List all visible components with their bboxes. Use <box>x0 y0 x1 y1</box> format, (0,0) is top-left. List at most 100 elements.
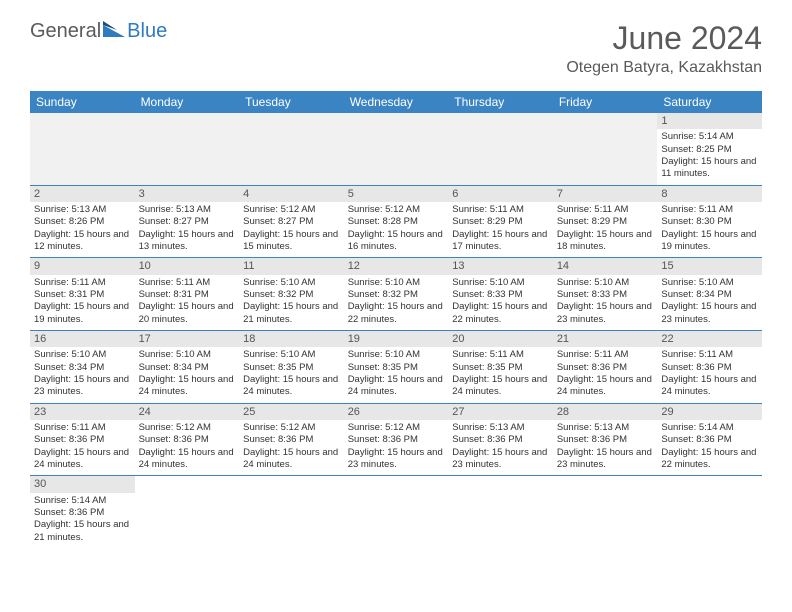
sunrise-text: Sunrise: 5:10 AM <box>661 277 758 289</box>
month-title: June 2024 <box>566 20 762 57</box>
calendar-day-cell: 27Sunrise: 5:13 AMSunset: 8:36 PMDayligh… <box>448 403 553 476</box>
calendar-week-row: 16Sunrise: 5:10 AMSunset: 8:34 PMDayligh… <box>30 331 762 404</box>
sunrise-text: Sunrise: 5:12 AM <box>139 422 236 434</box>
calendar-day-cell <box>344 476 449 548</box>
brand-part2: Blue <box>127 20 167 43</box>
sunset-text: Sunset: 8:28 PM <box>348 216 445 228</box>
day-number: 16 <box>30 331 135 347</box>
calendar-day-cell: 14 Sunrise: 5:10 AMSunset: 8:33 PMDayligh… <box>553 258 658 331</box>
calendar-day-cell: 30Sunrise: 5:14 AMSunset: 8:36 PMDayligh… <box>30 476 135 548</box>
daylight-text: Daylight: 15 hours and 17 minutes. <box>452 229 549 254</box>
calendar-day-cell: 12Sunrise: 5:10 AMSunset: 8:32 PMDayligh… <box>344 258 449 331</box>
calendar-day-cell <box>135 476 240 548</box>
calendar-day-cell <box>239 113 344 185</box>
calendar-day-cell: 3Sunrise: 5:13 AMSunset: 8:27 PMDaylight… <box>135 185 240 258</box>
day-header: Wednesday <box>344 91 449 113</box>
calendar-day-cell: 22Sunrise: 5:11 AMSunset: 8:36 PMDayligh… <box>657 331 762 404</box>
day-number: 15 <box>657 258 762 274</box>
day-header: Monday <box>135 91 240 113</box>
calendar-day-cell: 25Sunrise: 5:12 AMSunset: 8:36 PMDayligh… <box>239 403 344 476</box>
sunset-text: Sunset: 8:33 PM <box>557 289 654 301</box>
sunrise-text: Sunrise: 5:10 AM <box>557 277 654 289</box>
daylight-text: Daylight: 15 hours and 22 minutes. <box>661 447 758 472</box>
daylight-text: Daylight: 15 hours and 19 minutes. <box>34 301 131 326</box>
daylight-text: Daylight: 15 hours and 23 minutes. <box>34 374 131 399</box>
day-number: 20 <box>448 331 553 347</box>
calendar-week-row: 9Sunrise: 5:11 AMSunset: 8:31 PMDaylight… <box>30 258 762 331</box>
calendar-week-row: 2Sunrise: 5:13 AMSunset: 8:26 PMDaylight… <box>30 185 762 258</box>
calendar-day-cell: 7Sunrise: 5:11 AMSunset: 8:29 PMDaylight… <box>553 185 658 258</box>
calendar-day-cell: 23Sunrise: 5:11 AMSunset: 8:36 PMDayligh… <box>30 403 135 476</box>
sunset-text: Sunset: 8:36 PM <box>557 362 654 374</box>
sunset-text: Sunset: 8:27 PM <box>139 216 236 228</box>
calendar-day-cell: 9Sunrise: 5:11 AMSunset: 8:31 PMDaylight… <box>30 258 135 331</box>
calendar-day-cell: 16Sunrise: 5:10 AMSunset: 8:34 PMDayligh… <box>30 331 135 404</box>
day-header: Saturday <box>657 91 762 113</box>
day-number: 27 <box>448 404 553 420</box>
sunrise-text: Sunrise: 5:10 AM <box>139 349 236 361</box>
sunset-text: Sunset: 8:36 PM <box>34 507 131 519</box>
sunrise-text: Sunrise: 5:11 AM <box>139 277 236 289</box>
daylight-text: Daylight: 15 hours and 23 minutes. <box>557 447 654 472</box>
brand-part1: General <box>30 20 101 43</box>
day-number: 6 <box>448 186 553 202</box>
sunrise-text: Sunrise: 5:14 AM <box>661 131 758 143</box>
daylight-text: Daylight: 15 hours and 19 minutes. <box>661 229 758 254</box>
daylight-text: Daylight: 15 hours and 21 minutes. <box>243 301 340 326</box>
daylight-text: Daylight: 15 hours and 22 minutes. <box>452 301 549 326</box>
calendar-day-cell: 13Sunrise: 5:10 AMSunset: 8:33 PMDayligh… <box>448 258 553 331</box>
sunrise-text: Sunrise: 5:13 AM <box>452 422 549 434</box>
calendar-day-cell <box>657 476 762 548</box>
sunrise-text: Sunrise: 5:10 AM <box>243 349 340 361</box>
sunset-text: Sunset: 8:29 PM <box>557 216 654 228</box>
logo-icon <box>103 20 125 43</box>
daylight-text: Daylight: 15 hours and 23 minutes. <box>348 447 445 472</box>
day-number: 25 <box>239 404 344 420</box>
location-subtitle: Otegen Batyra, Kazakhstan <box>566 59 762 77</box>
day-number: 11 <box>239 258 344 274</box>
calendar-day-cell <box>239 476 344 548</box>
sunrise-text: Sunrise: 5:11 AM <box>452 204 549 216</box>
day-number: 28 <box>553 404 658 420</box>
daylight-text: Daylight: 15 hours and 21 minutes. <box>34 519 131 544</box>
title-block: June 2024 Otegen Batyra, Kazakhstan <box>566 20 762 77</box>
sunset-text: Sunset: 8:33 PM <box>452 289 549 301</box>
calendar-day-cell <box>448 113 553 185</box>
calendar-table: Sunday Monday Tuesday Wednesday Thursday… <box>30 91 762 548</box>
calendar-day-cell: 29Sunrise: 5:14 AMSunset: 8:36 PMDayligh… <box>657 403 762 476</box>
calendar-week-row: 30Sunrise: 5:14 AMSunset: 8:36 PMDayligh… <box>30 476 762 548</box>
calendar-day-cell: 10Sunrise: 5:11 AMSunset: 8:31 PMDayligh… <box>135 258 240 331</box>
daylight-text: Daylight: 15 hours and 15 minutes. <box>243 229 340 254</box>
sunset-text: Sunset: 8:34 PM <box>34 362 131 374</box>
sunset-text: Sunset: 8:32 PM <box>348 289 445 301</box>
calendar-day-cell <box>135 113 240 185</box>
sunset-text: Sunset: 8:31 PM <box>34 289 131 301</box>
calendar-day-cell <box>448 476 553 548</box>
day-header: Friday <box>553 91 658 113</box>
sunrise-text: Sunrise: 5:13 AM <box>139 204 236 216</box>
brand-logo: General Blue <box>30 20 167 43</box>
daylight-text: Daylight: 15 hours and 24 minutes. <box>452 374 549 399</box>
calendar-day-cell <box>553 113 658 185</box>
daylight-text: Daylight: 15 hours and 23 minutes. <box>661 301 758 326</box>
day-header-row: Sunday Monday Tuesday Wednesday Thursday… <box>30 91 762 113</box>
page-header: General Blue June 2024 Otegen Batyra, Ka… <box>0 0 792 85</box>
calendar-day-cell: 1Sunrise: 5:14 AMSunset: 8:25 PMDaylight… <box>657 113 762 185</box>
day-number: 14 <box>553 258 658 274</box>
day-number: 23 <box>30 404 135 420</box>
sunrise-text: Sunrise: 5:11 AM <box>661 349 758 361</box>
daylight-text: Daylight: 15 hours and 24 minutes. <box>557 374 654 399</box>
daylight-text: Daylight: 15 hours and 24 minutes. <box>139 447 236 472</box>
day-number: 21 <box>553 331 658 347</box>
daylight-text: Daylight: 15 hours and 16 minutes. <box>348 229 445 254</box>
calendar-week-row: 23Sunrise: 5:11 AMSunset: 8:36 PMDayligh… <box>30 403 762 476</box>
calendar-day-cell: 18Sunrise: 5:10 AMSunset: 8:35 PMDayligh… <box>239 331 344 404</box>
sunset-text: Sunset: 8:36 PM <box>452 434 549 446</box>
sunset-text: Sunset: 8:34 PM <box>139 362 236 374</box>
sunset-text: Sunset: 8:36 PM <box>348 434 445 446</box>
daylight-text: Daylight: 15 hours and 23 minutes. <box>557 301 654 326</box>
sunrise-text: Sunrise: 5:11 AM <box>34 422 131 434</box>
sunset-text: Sunset: 8:36 PM <box>34 434 131 446</box>
calendar-day-cell: 17Sunrise: 5:10 AMSunset: 8:34 PMDayligh… <box>135 331 240 404</box>
sunrise-text: Sunrise: 5:11 AM <box>661 204 758 216</box>
